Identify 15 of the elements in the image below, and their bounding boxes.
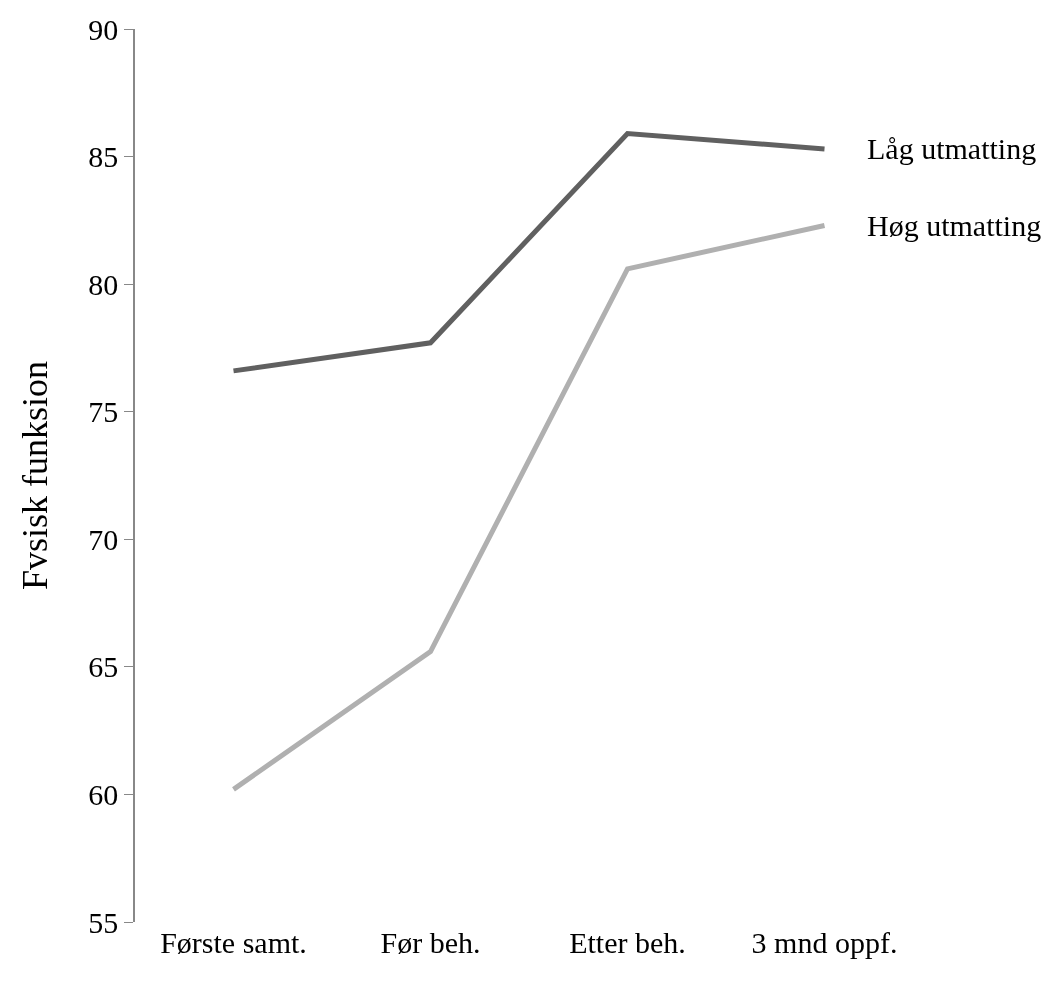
y-tick-label: 70: [88, 522, 119, 556]
y-tick-label: 65: [88, 650, 119, 684]
y-tick-label: 60: [88, 777, 119, 811]
series-label: Låg utmatting: [867, 132, 1037, 165]
y-tick-label: 90: [88, 12, 119, 46]
y-tick-label: 80: [88, 267, 119, 301]
y-tick-label: 85: [88, 140, 119, 174]
y-axis-title: Fvsisk funksion: [14, 360, 55, 591]
x-tick-label: 3 mnd oppf.: [751, 926, 898, 959]
x-tick-label: Etter beh.: [569, 926, 686, 959]
y-tick-label: 75: [88, 395, 119, 429]
series-label: Høg utmatting: [867, 209, 1042, 242]
x-tick-label: Før beh.: [380, 926, 481, 959]
x-tick-label: Første samt.: [160, 926, 307, 959]
y-tick-label: 55: [88, 905, 119, 939]
